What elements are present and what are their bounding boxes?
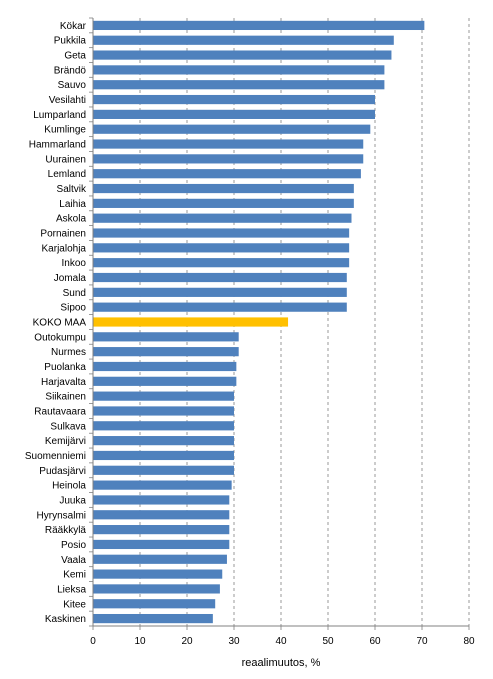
category-label: Geta bbox=[64, 51, 86, 62]
bar bbox=[93, 302, 347, 312]
category-label: Harjavalta bbox=[41, 377, 86, 388]
category-label: Hyrynsalmi bbox=[37, 510, 86, 521]
category-label: Siikainen bbox=[45, 392, 86, 403]
bar bbox=[93, 80, 385, 90]
x-tick-label: 60 bbox=[369, 636, 381, 647]
category-label: Vesilahti bbox=[49, 95, 86, 106]
category-label: Lieksa bbox=[57, 584, 86, 595]
category-label: Pornainen bbox=[40, 229, 86, 240]
category-label: Pudasjärvi bbox=[39, 466, 86, 477]
bar bbox=[93, 183, 354, 194]
bar bbox=[93, 94, 375, 105]
category-label: Kemijärvi bbox=[45, 436, 86, 447]
bar bbox=[93, 599, 216, 609]
bar bbox=[93, 450, 234, 461]
bar bbox=[93, 376, 237, 386]
category-label: Lumparland bbox=[33, 110, 86, 121]
gridlines bbox=[139, 18, 470, 626]
category-label: Vaala bbox=[61, 555, 86, 566]
category-label: Juuka bbox=[59, 495, 86, 506]
bar bbox=[93, 272, 347, 283]
category-label: Suomenniemi bbox=[25, 451, 86, 462]
bar bbox=[93, 347, 239, 357]
x-tick-label: 20 bbox=[181, 636, 193, 647]
x-tick-label: 50 bbox=[322, 636, 334, 647]
bar bbox=[93, 391, 234, 401]
category-label: Kökar bbox=[60, 21, 87, 32]
category-label: Kumlinge bbox=[44, 125, 86, 136]
category-label: Nurmes bbox=[51, 347, 86, 358]
category-label: Kemi bbox=[63, 570, 86, 581]
bar bbox=[93, 258, 350, 268]
category-label: Laihia bbox=[59, 199, 86, 210]
tick-labels: 0 10 20 30 40 50 60 70 80 bbox=[90, 636, 475, 647]
bar bbox=[93, 361, 237, 372]
bar bbox=[93, 243, 350, 253]
category-label: Karjalohja bbox=[42, 243, 87, 254]
bar bbox=[93, 287, 347, 297]
category-label: Sulkava bbox=[50, 421, 86, 432]
category-label: Askola bbox=[56, 214, 86, 225]
bar bbox=[93, 154, 364, 164]
bar bbox=[93, 20, 425, 31]
bar bbox=[93, 35, 394, 45]
bar bbox=[93, 569, 223, 579]
bars bbox=[93, 20, 425, 624]
bar bbox=[93, 554, 227, 564]
category-label: Jomala bbox=[54, 273, 87, 284]
category-label: Saltvik bbox=[57, 184, 87, 195]
x-tick-label: 30 bbox=[228, 636, 240, 647]
bar bbox=[93, 495, 230, 505]
bar bbox=[93, 198, 354, 208]
bar bbox=[93, 124, 371, 134]
x-tick-label: 40 bbox=[275, 636, 287, 647]
bar bbox=[93, 50, 392, 60]
category-labels: Kökar Pukkila Geta Brändö Sauvo Vesilahti Lump… bbox=[25, 21, 87, 625]
category-label: Sund bbox=[63, 288, 86, 299]
x-tick-label: 10 bbox=[134, 636, 146, 647]
category-label: Uurainen bbox=[45, 154, 86, 165]
bar bbox=[93, 480, 232, 490]
bar bbox=[93, 465, 234, 475]
axes bbox=[89, 17, 470, 630]
bar bbox=[93, 406, 234, 416]
bar bbox=[93, 109, 375, 119]
category-label: KOKO MAA bbox=[33, 318, 87, 329]
bar bbox=[93, 436, 234, 446]
bar bbox=[93, 169, 361, 179]
bar bbox=[93, 213, 352, 223]
category-label: Outokumpu bbox=[34, 332, 86, 343]
category-label: Rääkkylä bbox=[45, 525, 87, 536]
category-label: Puolanka bbox=[44, 362, 86, 373]
bar bbox=[93, 584, 220, 594]
bar bbox=[93, 332, 239, 342]
x-tick-label: 80 bbox=[463, 636, 475, 647]
category-label: Posio bbox=[61, 540, 86, 551]
category-label: Heinola bbox=[52, 481, 86, 492]
category-label: Rautavaara bbox=[34, 406, 86, 417]
bar bbox=[93, 525, 230, 535]
bar bbox=[93, 139, 364, 149]
bar bbox=[93, 65, 385, 75]
category-label: Pukkila bbox=[54, 36, 87, 47]
category-label: Brändö bbox=[54, 65, 87, 76]
x-tick-label: 0 bbox=[90, 636, 96, 647]
x-axis-title: reaalimuutos, % bbox=[242, 657, 321, 669]
bar bbox=[93, 317, 289, 327]
category-label: Sauvo bbox=[58, 80, 87, 91]
category-label: Lemland bbox=[48, 169, 86, 180]
bar bbox=[93, 539, 230, 550]
bar bbox=[93, 510, 230, 520]
bar bbox=[93, 228, 350, 238]
category-label: Kaskinen bbox=[45, 614, 86, 625]
bar bbox=[93, 613, 213, 624]
category-label: Hammarland bbox=[29, 140, 86, 151]
x-tick-label: 70 bbox=[416, 636, 428, 647]
bar bbox=[93, 421, 234, 431]
category-label: Kitee bbox=[63, 599, 86, 610]
category-label: Sipoo bbox=[60, 303, 86, 314]
category-label: Inkoo bbox=[62, 258, 87, 269]
